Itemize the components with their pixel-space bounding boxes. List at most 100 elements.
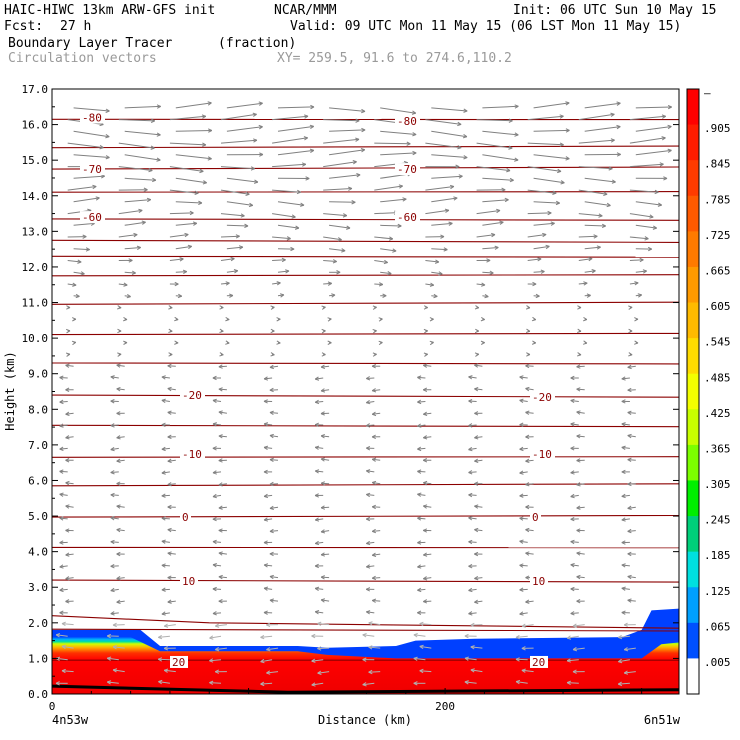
wind-vector-head [263, 423, 268, 427]
wind-vector [116, 529, 125, 532]
wind-vector-head [422, 529, 428, 533]
contour-label-bg [395, 115, 420, 128]
wind-vector-head [311, 684, 316, 687]
wind-vector [468, 612, 477, 615]
wind-vector-head [116, 527, 121, 531]
wind-vector-head [362, 682, 367, 686]
wind-vector-head [65, 482, 70, 486]
wind-vector-head [107, 656, 112, 659]
wind-vector-head [423, 599, 428, 603]
wind-vector-head [235, 235, 240, 239]
wind-vector-head [239, 246, 244, 250]
wind-vector-head [470, 668, 475, 671]
wind-vector-head [618, 661, 623, 664]
wind-vector-head [570, 470, 575, 474]
wind-vector [116, 600, 125, 603]
wind-vector [621, 423, 630, 426]
wind-vector-head [457, 145, 462, 149]
wind-vector-head [141, 220, 146, 223]
wind-vector [167, 388, 176, 391]
wind-vector [277, 125, 314, 132]
wind-vector [264, 587, 273, 590]
wind-vector [116, 577, 125, 580]
wind-vector [635, 270, 647, 273]
wind-vector-head [468, 399, 473, 402]
wind-vector-head [302, 163, 307, 167]
wind-vector-head [537, 258, 542, 262]
wind-vector-head [572, 625, 578, 628]
wind-vector [212, 564, 222, 567]
wind-vector-head [525, 307, 531, 310]
wind-vector-head [506, 167, 511, 172]
wind-vector-head [448, 222, 453, 226]
wind-vector-head [280, 294, 285, 298]
wind-vector-head [202, 115, 207, 119]
wind-vector-head [198, 200, 203, 204]
wind-vector-head [445, 209, 450, 213]
wind-vector-head [366, 566, 371, 569]
wind-vector [519, 399, 528, 402]
wind-vector [315, 401, 324, 403]
wind-vector-head [621, 519, 626, 522]
wind-vector-head [608, 166, 613, 170]
wind-vector-head [570, 423, 575, 427]
wind-vector [372, 412, 381, 415]
wind-vector-head [501, 189, 506, 192]
wind-vector-head [317, 670, 322, 674]
wind-vector-head [229, 295, 234, 298]
wind-vector-head [116, 553, 121, 557]
wind-vector-head [253, 139, 258, 143]
wind-vector-head [570, 518, 575, 522]
wind-vector-head [276, 281, 281, 284]
x-start-label: 4n53w [52, 713, 89, 727]
wind-vector-head [576, 528, 581, 531]
wind-vector [618, 682, 630, 685]
wind-vector-head [259, 126, 263, 130]
wind-vector-head [366, 376, 370, 379]
contour-line [51, 455, 680, 459]
wind-vector [527, 258, 542, 261]
wind-vector-head [474, 601, 479, 604]
wind-vector-head [474, 437, 479, 440]
wind-vector-head [218, 458, 223, 462]
wind-vector-head [366, 447, 371, 451]
contour-line [51, 628, 680, 632]
wind-vector-head [371, 458, 376, 462]
wind-vector-head [565, 129, 570, 133]
wind-vector [110, 541, 119, 543]
wind-vector [576, 388, 585, 391]
wind-vector-head [320, 388, 325, 392]
wind-vector-head [449, 184, 455, 187]
wind-vector-head [509, 177, 514, 181]
wind-vector-head [116, 601, 121, 604]
wind-vector-head [494, 247, 499, 250]
wind-vector-head [320, 554, 325, 557]
wind-vector-head [320, 434, 325, 437]
wind-vector-head [457, 123, 462, 127]
wind-vector [124, 199, 151, 203]
wind-vector-head [515, 634, 520, 638]
y-tick-label: 1.0 [28, 652, 48, 665]
wind-vector-head [207, 101, 212, 104]
wind-vector-head [248, 204, 253, 208]
wind-vector-head [468, 472, 473, 475]
wind-vector-head [214, 669, 220, 673]
colorbar-swatch [687, 302, 699, 339]
wind-vector-head [123, 284, 128, 287]
wind-vector-head [212, 493, 217, 498]
wind-vector-head [346, 227, 351, 230]
wind-vector-head [576, 484, 581, 487]
wind-vector-head [491, 234, 496, 238]
wind-vector-head [468, 587, 473, 591]
wind-vector-head [453, 196, 458, 199]
wind-vector-head [163, 669, 168, 673]
wind-vector-head [506, 170, 511, 173]
wind-vector [65, 577, 74, 580]
wind-vector-head [315, 543, 320, 546]
fcst-value: 27 h [60, 19, 92, 34]
wind-vector-head [417, 493, 421, 497]
wind-vector-head [315, 610, 320, 613]
wind-vector-head [301, 162, 306, 165]
wind-vector-head [212, 539, 217, 543]
colorbar-label: .905 [704, 122, 731, 135]
